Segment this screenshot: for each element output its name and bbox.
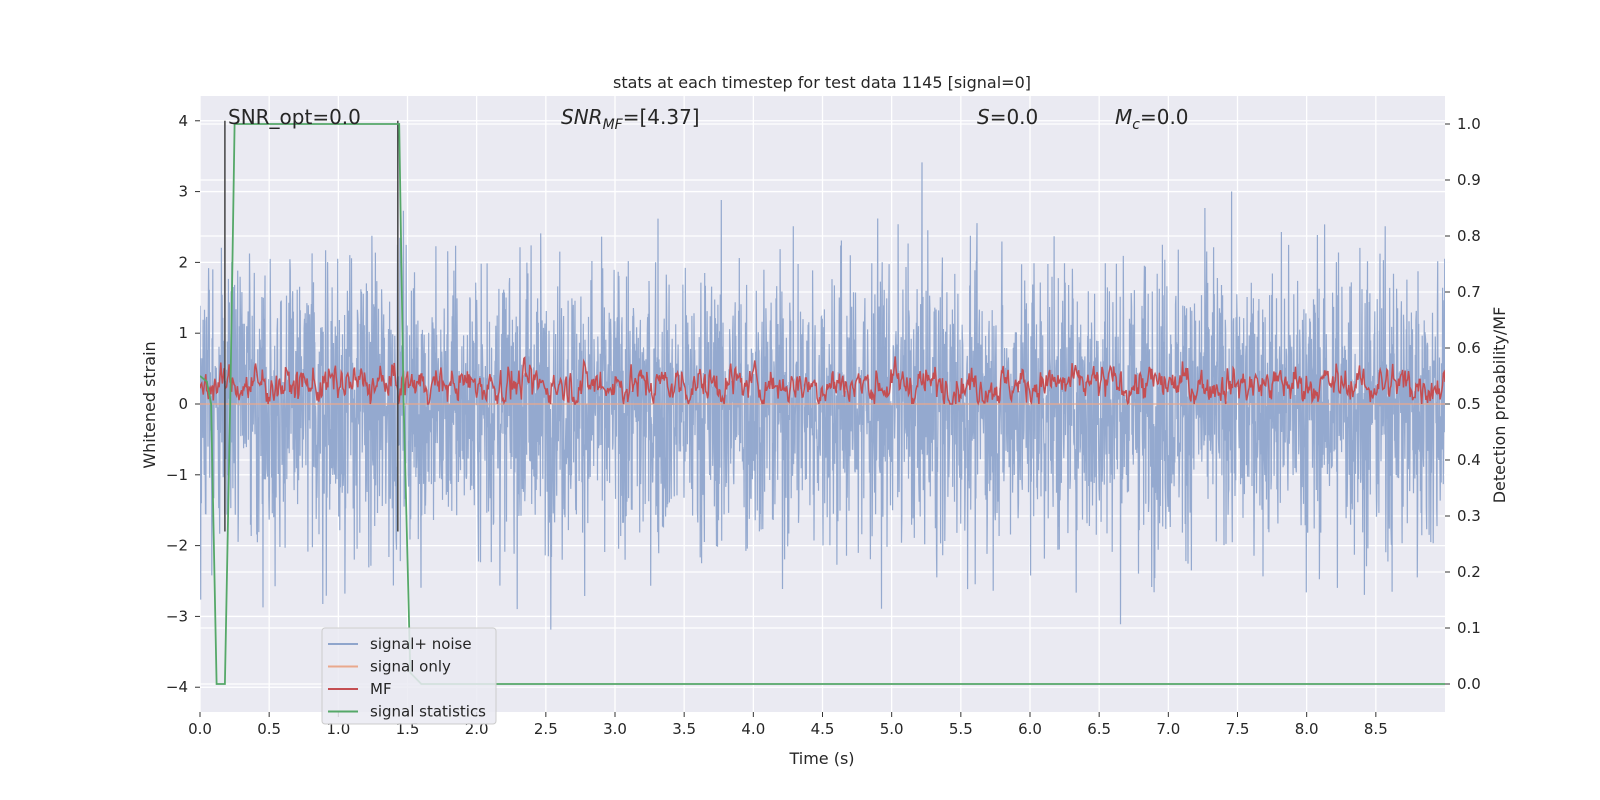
x-tick-label: 2.5 xyxy=(534,720,558,738)
annotation-snr-mf: SNRMF=[4.37] xyxy=(561,105,700,133)
y-tick-label-left: −1 xyxy=(166,466,188,484)
y-tick-label-right: 0.1 xyxy=(1457,619,1481,637)
annotation-snr-mf-sub: MF xyxy=(603,117,624,133)
y-tick-label-left: −2 xyxy=(166,537,188,555)
legend-label: signal statistics xyxy=(370,703,486,721)
x-tick-label: 7.0 xyxy=(1156,720,1180,738)
chart-title: stats at each timestep for test data 114… xyxy=(613,73,1031,92)
annotation-mc-main: M xyxy=(1115,105,1132,129)
y-tick-label-right: 0.5 xyxy=(1457,395,1481,413)
legend-label: signal only xyxy=(370,658,451,676)
legend-label: signal+ noise xyxy=(370,635,472,653)
y-tick-label-left: 3 xyxy=(178,183,188,201)
y-ticks-left: 4 3 2 1 0 −1 −2 −3 −4 xyxy=(166,112,200,696)
series-mf xyxy=(200,356,1445,406)
x-tick-label: 5.5 xyxy=(949,720,973,738)
legend-label: MF xyxy=(370,680,392,698)
y-tick-label-right: 0.9 xyxy=(1457,171,1481,189)
y-tick-label-right: 0.0 xyxy=(1457,675,1481,693)
y-tick-label-left: −3 xyxy=(166,607,188,625)
y-tick-label-right: 0.6 xyxy=(1457,339,1481,357)
y-axis-label-left: Whitened strain xyxy=(140,341,159,468)
annotation-s-main: S xyxy=(977,105,990,129)
annotation-s: S=0.0 xyxy=(977,105,1038,129)
y-tick-label-left: 1 xyxy=(178,324,188,342)
x-tick-label: 8.0 xyxy=(1295,720,1319,738)
x-tick-label: 7.5 xyxy=(1226,720,1250,738)
y-tick-label-right: 0.3 xyxy=(1457,507,1481,525)
x-tick-label: 3.0 xyxy=(603,720,627,738)
x-tick-label: 8.5 xyxy=(1364,720,1388,738)
x-tick-label: 5.0 xyxy=(880,720,904,738)
x-tick-label: 6.0 xyxy=(1018,720,1042,738)
y-tick-label-left: 2 xyxy=(178,253,188,271)
legend: signal+ noise signal only MF signal statist… xyxy=(321,627,497,725)
x-ticks: 0.0 0.5 1.0 1.5 2.0 2.5 3.0 3.5 4.0 4.5 5.0 5.5 6.0 6… xyxy=(188,712,1388,738)
x-tick-label: 4.0 xyxy=(741,720,765,738)
annotation-snr-opt: SNR_opt=0.0 xyxy=(228,105,361,129)
y-tick-label-left: 0 xyxy=(178,395,188,413)
x-tick-label: 0.0 xyxy=(188,720,212,738)
annotation-mc-sub: c xyxy=(1132,117,1140,133)
x-tick-label: 6.5 xyxy=(1087,720,1111,738)
y-tick-label-left: 4 xyxy=(178,112,188,130)
y-tick-label-right: 0.8 xyxy=(1457,227,1481,245)
annotation-mc-value: =0.0 xyxy=(1140,105,1189,129)
x-tick-label: 3.5 xyxy=(672,720,696,738)
annotation-s-value: =0.0 xyxy=(990,105,1039,129)
annotation-mc: Mc=0.0 xyxy=(1115,105,1189,133)
legend-box xyxy=(321,627,497,725)
y-tick-label-right: 0.2 xyxy=(1457,563,1481,581)
annotation-snr-mf-main: SNR xyxy=(561,105,603,129)
annotation-snr-mf-value: =[4.37] xyxy=(623,105,700,129)
x-tick-label: 4.5 xyxy=(811,720,835,738)
y-tick-label-right: 0.7 xyxy=(1457,283,1481,301)
y-ticks-right: 1.0 0.9 0.8 0.7 0.6 0.5 0.4 0.3 0.2 0.1 0.0 xyxy=(1445,115,1481,693)
y-axis-label-right: Detection probability/MF xyxy=(1490,307,1509,504)
x-axis-label: Time (s) xyxy=(788,749,854,768)
x-tick-label: 0.5 xyxy=(257,720,281,738)
y-tick-label-right: 1.0 xyxy=(1457,115,1481,133)
y-tick-label-right: 0.4 xyxy=(1457,451,1481,469)
y-tick-label-left: −4 xyxy=(166,678,188,696)
